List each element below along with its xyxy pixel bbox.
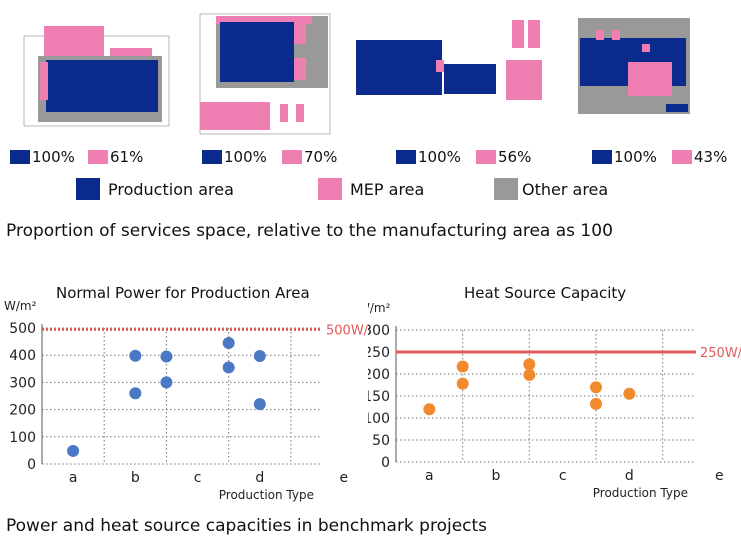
mep-swatch: [282, 150, 302, 164]
x-tick-label: a: [425, 468, 434, 484]
production-swatch: [592, 150, 612, 164]
y-tick-label: 50: [372, 433, 390, 449]
data-point: [523, 368, 536, 381]
mep-percentage: 56%: [498, 148, 532, 166]
production-percentage: 100%: [418, 148, 461, 166]
x-axis-label: Production Type: [593, 486, 688, 500]
y-tick-label: 100: [9, 430, 36, 446]
data-point: [423, 403, 436, 416]
threshold-label: 250W/m²: [700, 346, 741, 361]
production-area-swatch: [76, 178, 100, 200]
power-chart-title: Normal Power for Production Area: [56, 284, 310, 302]
production-swatch: [10, 150, 30, 164]
x-tick-label: a: [69, 470, 78, 486]
production-area-label: Production area: [108, 180, 234, 199]
data-point: [623, 387, 636, 400]
data-point: [590, 381, 602, 394]
threshold-label: 500W/m²: [326, 323, 370, 338]
production-percentage: 100%: [32, 148, 75, 166]
x-tick-label: e: [715, 468, 724, 484]
x-tick-label: c: [559, 468, 567, 484]
heat-chart: W/m² 0 50 100 150 200 250 300 a b c d e Production Ty…: [368, 301, 741, 500]
data-point: [129, 349, 142, 362]
production-swatch: [396, 150, 416, 164]
y-tick-label: 100: [368, 411, 390, 427]
data-point: [590, 397, 602, 410]
mep-area-label: MEP area: [350, 180, 425, 199]
x-axis-label: Production Type: [219, 488, 314, 502]
production-percentage: 100%: [614, 148, 657, 166]
y-tick-label: 150: [368, 389, 390, 405]
data-point: [222, 336, 235, 349]
y-tick-label: 0: [27, 457, 36, 473]
y-tick-label: 200: [368, 367, 390, 383]
mep-percentage: 61%: [110, 148, 144, 166]
x-tick-label: d: [625, 468, 634, 484]
mep-area-swatch: [318, 178, 342, 200]
data-point: [160, 350, 173, 363]
mep-percentage: 70%: [304, 148, 338, 166]
other-area-swatch: [494, 178, 518, 200]
floorplan-2: [199, 13, 331, 135]
mep-percentage: 43%: [694, 148, 728, 166]
floorplan-3: [356, 20, 542, 100]
heat-chart-title: Heat Source Capacity: [464, 284, 627, 302]
x-tick-label: b: [492, 468, 501, 484]
data-point: [253, 350, 266, 363]
y-tick-label: 300: [368, 323, 390, 339]
data-point: [160, 376, 173, 389]
data-point: [523, 358, 536, 371]
top-caption: Proportion of services space, relative t…: [6, 221, 613, 241]
data-point: [456, 377, 469, 390]
y-tick-label: 200: [9, 403, 36, 419]
y-tick-label: 250: [368, 345, 390, 361]
y-tick-label: 500: [9, 321, 36, 337]
x-tick-label: d: [255, 470, 264, 486]
bottom-caption: Power and heat source capacities in benc…: [6, 516, 488, 536]
data-point: [129, 387, 142, 400]
floorplan-4: [578, 18, 690, 114]
y-axis-unit-label: W/m²: [4, 299, 37, 313]
mep-swatch: [672, 150, 692, 164]
y-tick-label: 300: [9, 375, 36, 391]
x-tick-label: e: [339, 470, 348, 486]
floorplan-1: [23, 26, 170, 127]
y-axis-unit-label: W/m²: [368, 301, 391, 315]
y-tick-label: 0: [381, 455, 390, 471]
floorplan-thumbnails: [23, 13, 690, 135]
data-point: [67, 444, 80, 457]
data-point: [456, 360, 469, 373]
y-tick-label: 400: [9, 348, 36, 364]
other-area-label: Other area: [522, 180, 609, 199]
production-percentage: 100%: [224, 148, 267, 166]
data-point: [222, 361, 235, 374]
x-tick-label: b: [131, 470, 140, 486]
data-point: [253, 398, 266, 411]
power-chart: W/m² 0 100 200 300 400 500 a b c d e Production Type…: [4, 299, 370, 502]
mep-swatch: [476, 150, 496, 164]
production-swatch: [202, 150, 222, 164]
mep-swatch: [88, 150, 108, 164]
x-tick-label: c: [194, 470, 202, 486]
